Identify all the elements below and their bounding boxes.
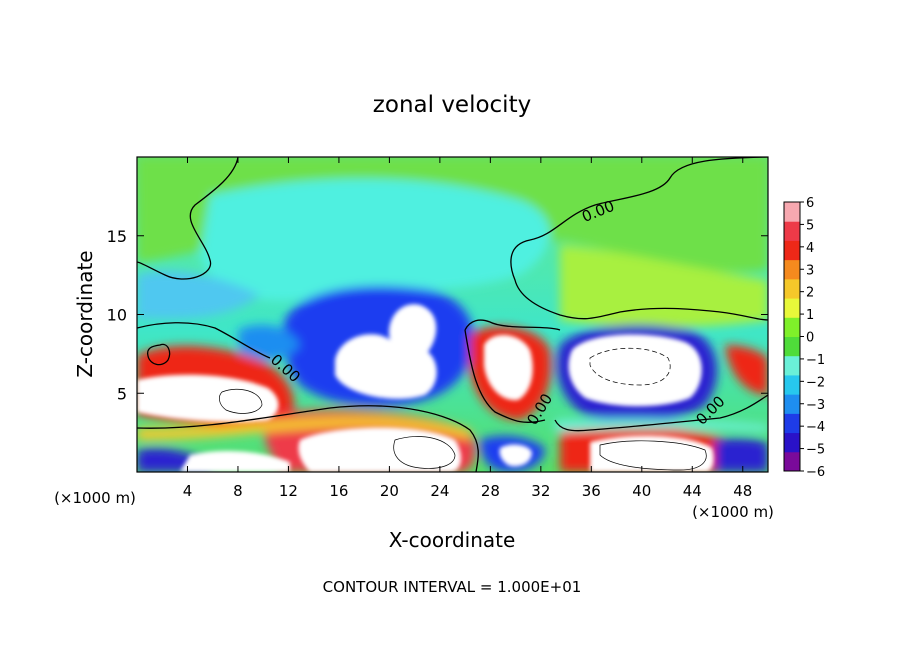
colorbar-swatch [784, 240, 800, 261]
x-tick-label: 44 [683, 482, 702, 500]
contour-inner [219, 347, 707, 471]
chart-title: zonal velocity [373, 92, 531, 118]
y-axis-ticks: 5 10 15 [107, 227, 768, 403]
colorbar-swatch [784, 394, 800, 414]
plot-area: 0.00 0.00 0.00 0.00 [137, 157, 768, 472]
colorbar-label: 2 [806, 286, 814, 301]
colorbar: 6 5 4 3 2 1 0 −1 −2 −3 −4 −5 −6 [783, 196, 825, 480]
colorbar-swatch [784, 355, 800, 376]
colorbar-label: 4 [806, 241, 814, 256]
x-tick-label: 24 [430, 482, 449, 500]
contour-zero-small-ring [146, 343, 171, 366]
contour-zero-lower [137, 405, 479, 472]
colorbar-label: −4 [806, 420, 825, 435]
saturated-cores [137, 304, 714, 472]
colorbar-swatch [784, 278, 800, 299]
x-tick-label: 48 [733, 482, 752, 500]
y-tick-label: 10 [107, 306, 127, 325]
x-tick-label: 8 [233, 482, 243, 500]
y-tick-label: 15 [107, 227, 127, 246]
contour-interval-note: CONTOUR INTERVAL = 1.000E+01 [323, 578, 582, 596]
x-axis-ticks: 4 8 12 16 20 24 28 32 36 40 44 48 [183, 157, 752, 500]
colorbar-swatch [784, 451, 800, 472]
x-axis-label: X-coordinate [389, 528, 516, 552]
colorbar-swatch [784, 317, 800, 337]
colorbar-label: 5 [806, 218, 814, 233]
colorbar-label: 0 [806, 331, 814, 346]
x-tick-label: 16 [329, 482, 348, 500]
colorbar-swatch [784, 298, 800, 318]
colorbar-swatch [784, 259, 800, 280]
contour-zero-upper-left [137, 157, 239, 280]
colorbar-label: −2 [806, 375, 825, 390]
x-unit-left: (×1000 m) [54, 489, 136, 507]
x-tick-label: 28 [481, 482, 500, 500]
contour-zero-lower-right [554, 394, 768, 432]
y-axis-label: Z-coordinate [73, 250, 97, 377]
colorbar-label: 3 [806, 263, 814, 278]
contour-zero-mid-lower [464, 329, 546, 423]
colorbar-swatch [784, 221, 800, 241]
contour-zero-left [137, 322, 271, 359]
colorbar-label: −3 [806, 398, 825, 413]
colorbar-label: 6 [806, 196, 814, 211]
colorbar-swatch [784, 374, 800, 395]
colorbar-label: −1 [806, 353, 825, 368]
contour-zero-mid [464, 319, 561, 331]
x-tick-label: 20 [380, 482, 399, 500]
contour-zero-right [510, 157, 768, 321]
colorbar-swatch [784, 413, 800, 434]
colorbar-swatch [784, 336, 800, 357]
colorbar-swatch [784, 202, 800, 222]
x-tick-label: 12 [279, 482, 298, 500]
y-tick-label: 5 [117, 384, 127, 403]
contour-lines [137, 157, 768, 472]
colorbar-label: −6 [806, 465, 825, 480]
colorbar-label: −5 [806, 443, 825, 458]
x-tick-label: 40 [632, 482, 651, 500]
colorbar-swatch [784, 432, 800, 453]
x-tick-label: 4 [183, 482, 193, 500]
x-unit-right: (×1000 m) [692, 503, 774, 521]
colorbar-label: 1 [806, 308, 814, 323]
x-tick-label: 32 [531, 482, 550, 500]
x-tick-label: 36 [582, 482, 601, 500]
